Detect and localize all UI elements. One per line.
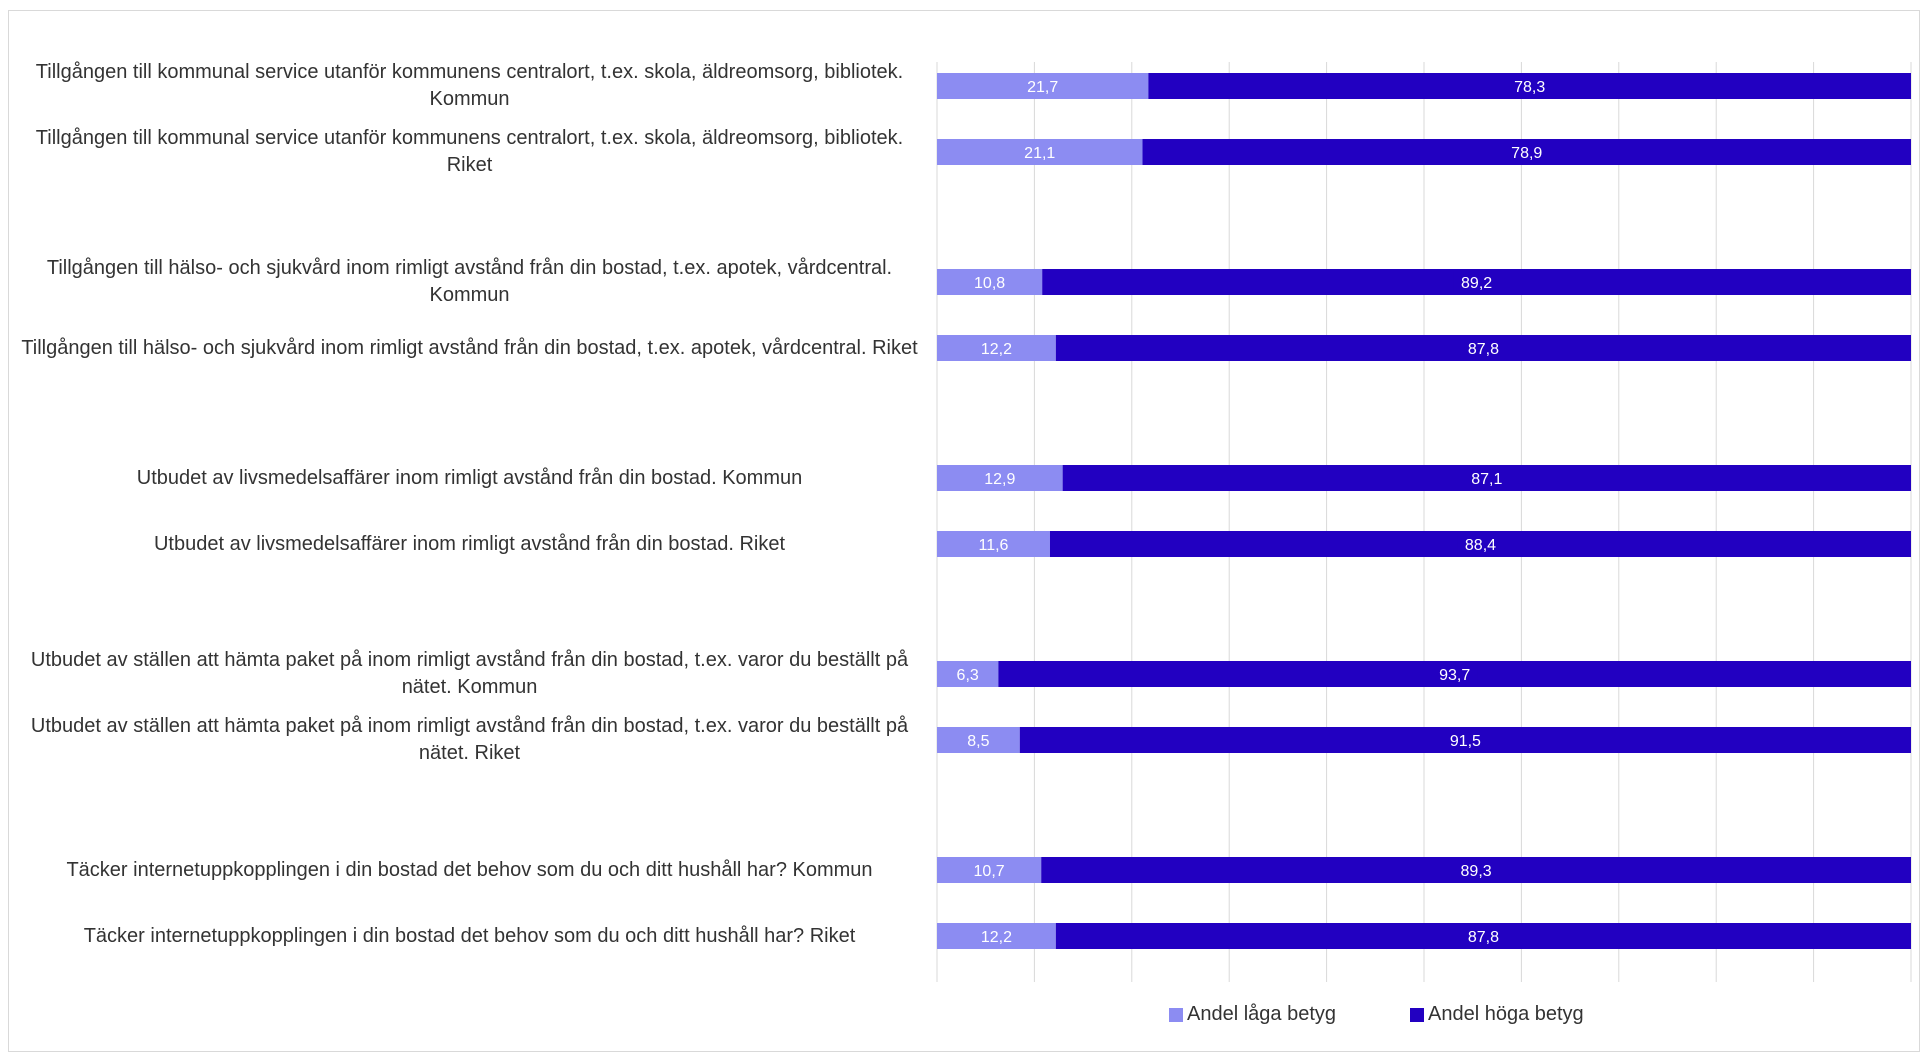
data-label-bg	[949, 663, 987, 685]
category-label: Utbudet av ställen att hämta paket på in…	[30, 649, 909, 698]
data-label-low: 12,2	[981, 341, 1012, 358]
data-label-bg	[976, 467, 1023, 489]
data-label-bg	[1463, 467, 1510, 489]
data-label-bg	[966, 271, 1013, 293]
data-label-high: 78,9	[1511, 145, 1542, 162]
data-label-bg	[1460, 925, 1507, 947]
legend-label-high: Andel höga betyg	[1428, 1003, 1584, 1025]
data-label-bg	[973, 925, 1020, 947]
data-label-bg	[1431, 663, 1478, 685]
category-label: Tillgången till kommunal service utanför…	[35, 127, 904, 176]
category-label: Tillgången till hälso- och sjukvård inom…	[46, 257, 893, 306]
data-label-bg	[1453, 271, 1500, 293]
category-label: Utbudet av livsmedelsaffärer inom rimlig…	[153, 532, 786, 555]
data-label-bg	[959, 729, 997, 751]
data-label-high: 88,4	[1465, 537, 1496, 554]
data-label-bg	[1453, 859, 1500, 881]
data-label-low: 8,5	[967, 733, 989, 750]
legend-item-low: Andel låga betyg	[1169, 1003, 1336, 1026]
data-label-bg	[970, 533, 1017, 555]
category-label: Tillgången till hälso- och sjukvård inom…	[21, 336, 918, 359]
category-label: Täcker internetuppkopplingen i din bosta…	[83, 924, 856, 947]
data-label-low: 10,8	[974, 275, 1005, 292]
legend-swatch-low	[1169, 1007, 1183, 1022]
category-label: Utbudet av livsmedelsaffärer inom rimlig…	[136, 466, 803, 489]
data-label-low: 12,2	[981, 929, 1012, 946]
legend-label-low: Andel låga betyg	[1187, 1003, 1337, 1025]
data-label-low: 21,7	[1027, 79, 1058, 96]
data-label-low: 10,7	[974, 863, 1005, 880]
category-label: Utbudet av ställen att hämta paket på in…	[30, 715, 909, 764]
data-label-bg	[1457, 533, 1504, 555]
data-label-low: 6,3	[957, 667, 979, 684]
data-label-bg	[973, 337, 1020, 359]
data-label-high: 91,5	[1450, 733, 1481, 750]
data-label-bg	[1460, 337, 1507, 359]
data-label-bg	[1442, 729, 1489, 751]
data-label-low: 11,6	[979, 537, 1009, 554]
data-label-bg	[1506, 75, 1553, 97]
data-label-high: 89,2	[1461, 275, 1492, 292]
category-label: Täcker internetuppkopplingen i din bosta…	[66, 858, 873, 881]
data-label-high: 87,1	[1471, 471, 1502, 488]
data-label-high: 93,7	[1439, 667, 1470, 684]
data-label-high: 78,3	[1514, 79, 1545, 96]
category-label: Tillgången till kommunal service utanför…	[35, 61, 904, 110]
data-label-low: 21,1	[1024, 145, 1055, 162]
data-label-bg	[1503, 141, 1550, 163]
data-label-bg	[1016, 141, 1063, 163]
legend-swatch-high	[1410, 1007, 1424, 1022]
data-label-bg	[1019, 75, 1066, 97]
data-label-high: 87,8	[1468, 341, 1499, 358]
data-label-high: 89,3	[1461, 863, 1492, 880]
data-label-bg	[966, 859, 1013, 881]
data-label-high: 87,8	[1468, 929, 1499, 946]
data-label-low: 12,9	[984, 471, 1015, 488]
legend-item-high: Andel höga betyg	[1410, 1003, 1584, 1026]
